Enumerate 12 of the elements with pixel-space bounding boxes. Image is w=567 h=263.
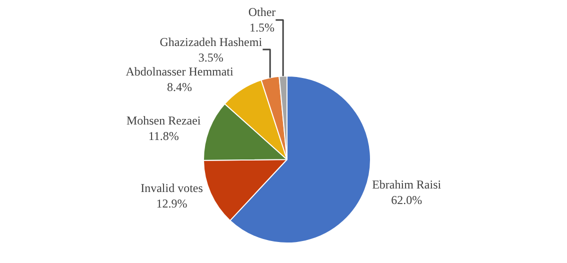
slice-label: Abdolnasser Hemmati (126, 64, 234, 78)
slice-label: Mohsen Rezaei (126, 114, 202, 128)
data-label: 12.9% (156, 196, 188, 210)
data-label: 3.5% (198, 50, 224, 64)
slice-label: Ebrahim Raisi (372, 177, 442, 192)
slice-label: Ghazizadeh Hashemi (160, 34, 263, 49)
data-label: 8.4% (167, 80, 192, 94)
data-label: 1.5% (250, 20, 275, 35)
slice-label: Other (248, 5, 276, 20)
data-label: 11.8% (148, 129, 179, 144)
slice-label: Invalid votes (140, 180, 204, 195)
data-label: 62.0% (391, 192, 422, 207)
